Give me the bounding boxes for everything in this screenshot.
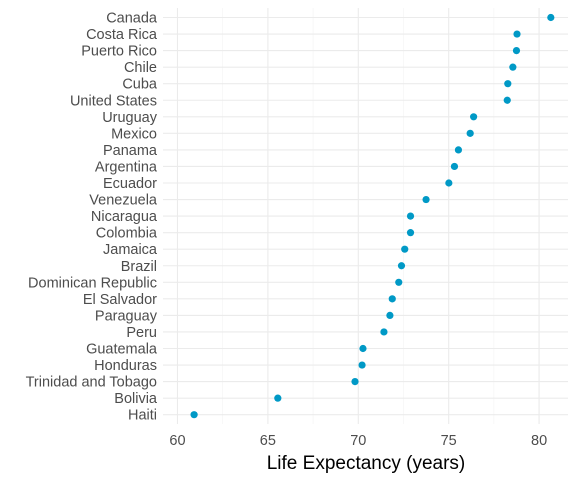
category-label: El Salvador bbox=[83, 292, 157, 308]
category-label: Haiti bbox=[128, 408, 157, 424]
data-points bbox=[190, 13, 555, 419]
data-point bbox=[358, 361, 366, 369]
category-label: Canada bbox=[106, 11, 158, 27]
category-label: Panama bbox=[103, 143, 158, 159]
category-label: Jamaica bbox=[103, 242, 158, 258]
x-axis-ticks: 60 65 70 75 80 bbox=[169, 433, 547, 449]
data-point bbox=[406, 229, 415, 237]
category-label: Guatemala bbox=[86, 342, 158, 358]
x-tick-label: 80 bbox=[531, 433, 547, 449]
category-label: Costa Rica bbox=[86, 27, 158, 43]
category-label: Venezuela bbox=[89, 193, 158, 209]
data-point bbox=[470, 113, 478, 121]
data-point bbox=[401, 245, 409, 253]
data-point bbox=[380, 328, 388, 336]
data-point bbox=[274, 394, 282, 402]
x-tick-label: 75 bbox=[441, 433, 457, 449]
category-label: Brazil bbox=[121, 259, 157, 275]
category-label: Bolivia bbox=[114, 391, 158, 407]
data-point bbox=[503, 96, 511, 104]
category-label: Nicaragua bbox=[91, 209, 158, 225]
data-point bbox=[454, 146, 463, 154]
data-point bbox=[406, 212, 415, 220]
x-tick-label: 70 bbox=[350, 433, 366, 449]
category-label: Honduras bbox=[94, 358, 157, 374]
category-label: Colombia bbox=[96, 226, 158, 242]
data-point bbox=[386, 311, 394, 319]
data-point bbox=[512, 47, 521, 55]
x-axis-title: Life Expectancy (years) bbox=[267, 453, 466, 474]
x-tick-label: 60 bbox=[169, 433, 185, 449]
category-label: Peru bbox=[126, 325, 157, 341]
category-label: Paraguay bbox=[95, 308, 158, 324]
category-label: Puerto Rico bbox=[81, 44, 157, 60]
data-point bbox=[450, 162, 459, 171]
data-point bbox=[445, 179, 453, 187]
data-point bbox=[466, 129, 474, 137]
category-label: Dominican Republic bbox=[28, 275, 157, 291]
data-point bbox=[359, 344, 367, 353]
category-label: Ecuador bbox=[103, 176, 157, 192]
category-label: Argentina bbox=[95, 159, 158, 175]
category-label: United States bbox=[70, 93, 157, 109]
data-point bbox=[547, 13, 555, 22]
data-point bbox=[388, 295, 396, 303]
category-label: Cuba bbox=[122, 77, 158, 93]
category-label: Chile bbox=[124, 60, 157, 76]
category-label: Uruguay bbox=[102, 110, 158, 126]
x-tick-label: 65 bbox=[260, 433, 276, 449]
category-label: Trinidad and Tobago bbox=[26, 375, 157, 391]
data-point bbox=[190, 411, 198, 419]
data-point bbox=[397, 262, 406, 270]
category-label: Mexico bbox=[111, 126, 157, 142]
data-point bbox=[513, 30, 521, 38]
grid bbox=[163, 8, 568, 424]
data-point bbox=[351, 378, 359, 386]
data-point bbox=[504, 80, 512, 88]
data-point bbox=[395, 278, 403, 286]
data-point bbox=[509, 63, 517, 71]
data-point bbox=[422, 195, 430, 204]
